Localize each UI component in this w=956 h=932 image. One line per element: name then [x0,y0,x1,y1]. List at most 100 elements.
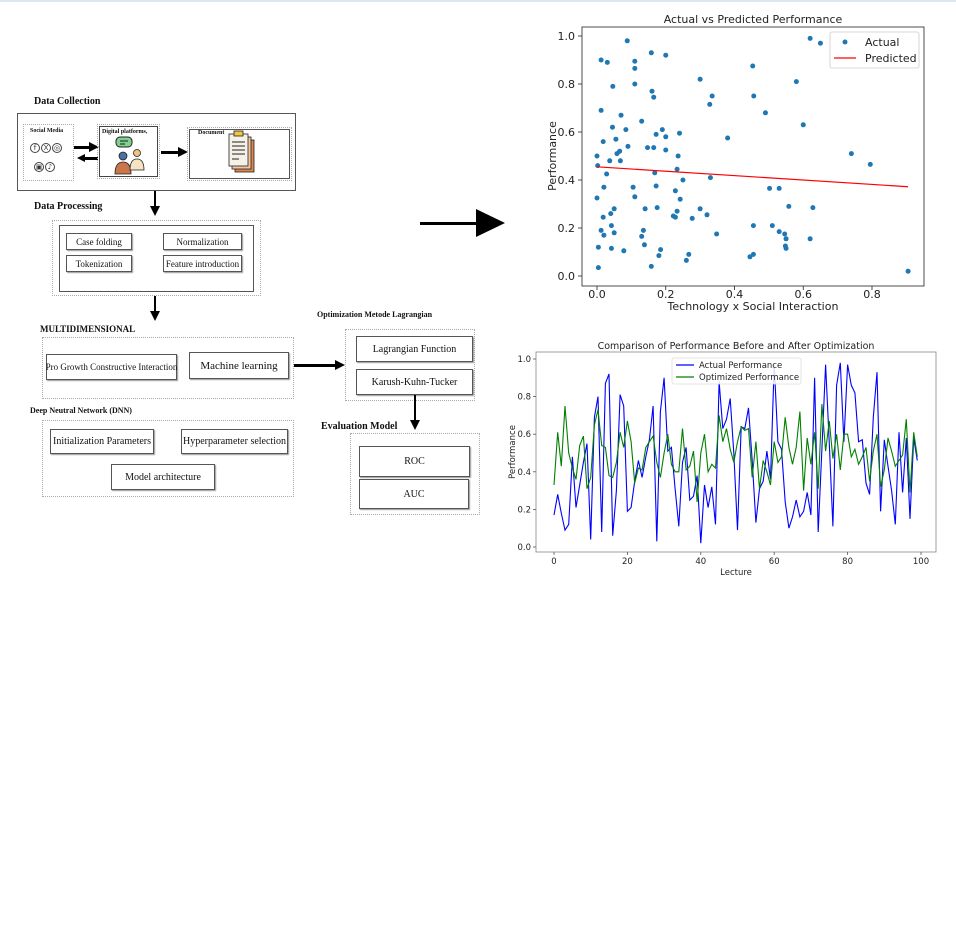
document-icon [228,130,255,173]
hyperparameter-selection-step: Hyperparameter selection [181,429,288,454]
data-collection-title: Data Collection [34,96,101,107]
social-media-label: Social Media [30,128,64,134]
scatter-legend: Actual Predicted [829,31,920,69]
data-processing-title: Data Processing [34,201,103,212]
digital-platforms-box [99,126,158,177]
svg-text:0.6: 0.6 [558,126,576,139]
arrow-to-charts-head [476,209,505,237]
line-y-label: Performance [508,425,518,479]
line-chart-title: Comparison of Performance Before and Aft… [598,341,875,352]
instagram-icon: ◎ [52,143,62,153]
youtube-icon: ▣ [34,162,44,172]
arrow-to-charts-shaft [420,222,478,225]
dnn-title: Deep Neutral Network (DNN) [30,406,132,415]
data-processing-outer [52,220,261,296]
arrow-platform-to-document-head [178,147,188,157]
line-legend: Actual Performance Optimized Performance [671,357,802,385]
svg-text:0.8: 0.8 [863,288,881,301]
x-icon: X [41,143,51,153]
svg-text:0.0: 0.0 [588,288,606,301]
arrow-platform-to-document-shaft [161,151,179,154]
svg-text:80: 80 [842,557,853,567]
document-label: Document [198,130,225,136]
top-border [0,0,956,2]
svg-text:0.0: 0.0 [517,543,531,553]
actual-performance-line [553,362,918,544]
arrow-to-evaluation-head [410,420,420,430]
legend-predicted-label: Predicted [865,52,917,65]
case-folding-step: Case folding [66,233,132,250]
legend-actual-performance-label: Actual Performance [699,361,782,371]
legend-actual-marker-icon [842,39,848,45]
arrow-social-to-platform-shaft [74,146,90,149]
svg-text:0.6: 0.6 [795,288,813,301]
svg-text:0.4: 0.4 [726,288,744,301]
line-chart-before-after-optimization: Comparison of Performance Before and Aft… [508,341,937,578]
arrow-to-processing-shaft [154,191,156,207]
arrow-platform-to-social-head [77,154,85,162]
line-y-axis: 0.0 0.2 0.4 0.6 0.8 1.0 [517,355,536,553]
line-x-label: Lecture [720,568,752,578]
scatter-y-label: Performance [546,121,559,191]
scatter-chart-actual-vs-predicted: Actual vs Predicted Performance 0.00.20.… [546,13,925,313]
arrow-to-multidimensional-head [150,311,160,321]
svg-text:0: 0 [551,557,556,567]
initialization-parameters-step: Initialization Parameters [50,429,154,454]
legend-optimized-performance-label: Optimized Performance [699,373,799,383]
arrow-platform-to-social-shaft [84,157,98,160]
scatter-y-axis: 0.0 0.2 0.4 0.6 0.8 1.0 [558,30,582,283]
evaluation-title: Evaluation Model [321,421,398,432]
svg-text:0.4: 0.4 [558,174,576,187]
svg-text:1.0: 1.0 [517,355,531,365]
scatter-x-label: Technology x Social Interaction [667,300,839,313]
svg-text:1.0: 1.0 [558,30,576,43]
svg-text:100: 100 [913,557,929,567]
multidimensional-title: MULTIDIMENSIONAL [40,324,136,334]
digital-platforms-label: Digital platforms, [102,129,148,135]
roc-step: ROC [359,446,470,477]
svg-text:60: 60 [769,557,780,567]
evaluation-outer [350,433,480,515]
digital-platforms-outer [97,124,160,179]
svg-text:0.8: 0.8 [517,393,531,403]
machine-learning-step: Machine learning [189,352,289,379]
svg-text:20: 20 [622,557,633,567]
multidimensional-outer [42,337,294,399]
scatter-predicted-line [596,166,909,188]
svg-text:0.6: 0.6 [517,430,531,440]
svg-text:0.2: 0.2 [657,288,675,301]
tiktok-icon: ♪ [45,162,55,172]
svg-text:0.2: 0.2 [558,222,576,235]
model-architecture-step: Model architecture [111,464,215,490]
scatter-x-axis: 0.0 0.2 0.4 0.6 0.8 [588,286,881,301]
people-chat-icon [114,136,145,175]
svg-text:0.2: 0.2 [517,505,531,515]
optimized-performance-line [553,404,918,502]
svg-text:0.8: 0.8 [558,78,576,91]
scatter-chart-title: Actual vs Predicted Performance [664,13,843,26]
dnn-outer [42,420,294,497]
svg-text:40: 40 [695,557,706,567]
social-media-box [23,124,74,181]
legend-actual-label: Actual [865,36,899,49]
arrow-to-optimization-head [335,360,345,370]
pro-growth-interaction-step: Pro Growth Constructive Interaction [46,354,177,380]
karush-kuhn-tucker-step: Karush-Kuhn-Tucker [356,369,473,395]
document-outer [187,127,292,181]
tokenization-step: Tokenization [66,255,132,272]
facebook-icon: f [30,143,40,153]
optimization-outer [345,329,475,401]
auc-step: AUC [359,479,469,509]
optimization-title: Optimization Metode Lagrangian [317,310,433,319]
svg-text:0.4: 0.4 [517,468,531,478]
scatter-plot-area [581,26,925,287]
arrow-to-processing-head [150,206,160,216]
line-x-axis: 0 20 40 60 80 100 [551,552,929,567]
arrow-to-evaluation-shaft [414,395,416,421]
feature-introduction-step: Feature introduction [163,255,242,272]
arrow-social-to-platform-head [89,142,99,152]
normalization-step: Normalization [163,233,242,250]
lagrangian-function-step: Lagrangian Function [356,336,473,362]
arrow-to-multidimensional-shaft [154,296,156,312]
arrow-to-optimization-shaft [294,364,336,367]
